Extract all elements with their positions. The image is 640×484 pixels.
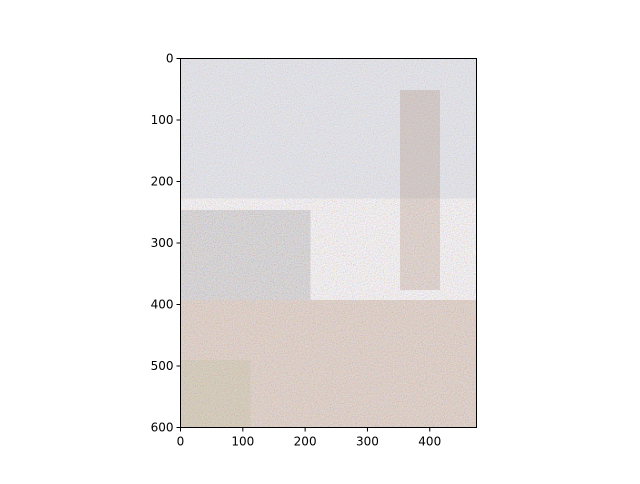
y-tick-label: 200 [151, 175, 174, 189]
x-tick-label: 400 [418, 435, 441, 449]
y-axis: 0 100 200 300 400 500 600 [151, 52, 181, 435]
y-tick-label: 500 [151, 359, 174, 373]
y-tick-label: 600 [151, 421, 174, 435]
x-tick-label: 300 [356, 435, 379, 449]
image-tone-lower-left [180, 360, 251, 427]
y-tick-label: 0 [166, 52, 174, 66]
image-noise [180, 58, 477, 428]
y-tick-label: 400 [151, 298, 174, 312]
x-axis: 0 100 200 300 400 [177, 427, 441, 449]
image-tone-bottom [180, 300, 477, 427]
image-tone-mid-left [180, 210, 311, 300]
image-tone-top [180, 58, 477, 199]
plot-area [180, 58, 477, 428]
x-tick-label: 0 [177, 435, 185, 449]
x-tick-label: 100 [231, 435, 254, 449]
image-tone-right-column [400, 90, 440, 290]
x-tick-label: 200 [294, 435, 317, 449]
y-tick-label: 300 [151, 236, 174, 250]
y-tick-label: 100 [151, 113, 174, 127]
